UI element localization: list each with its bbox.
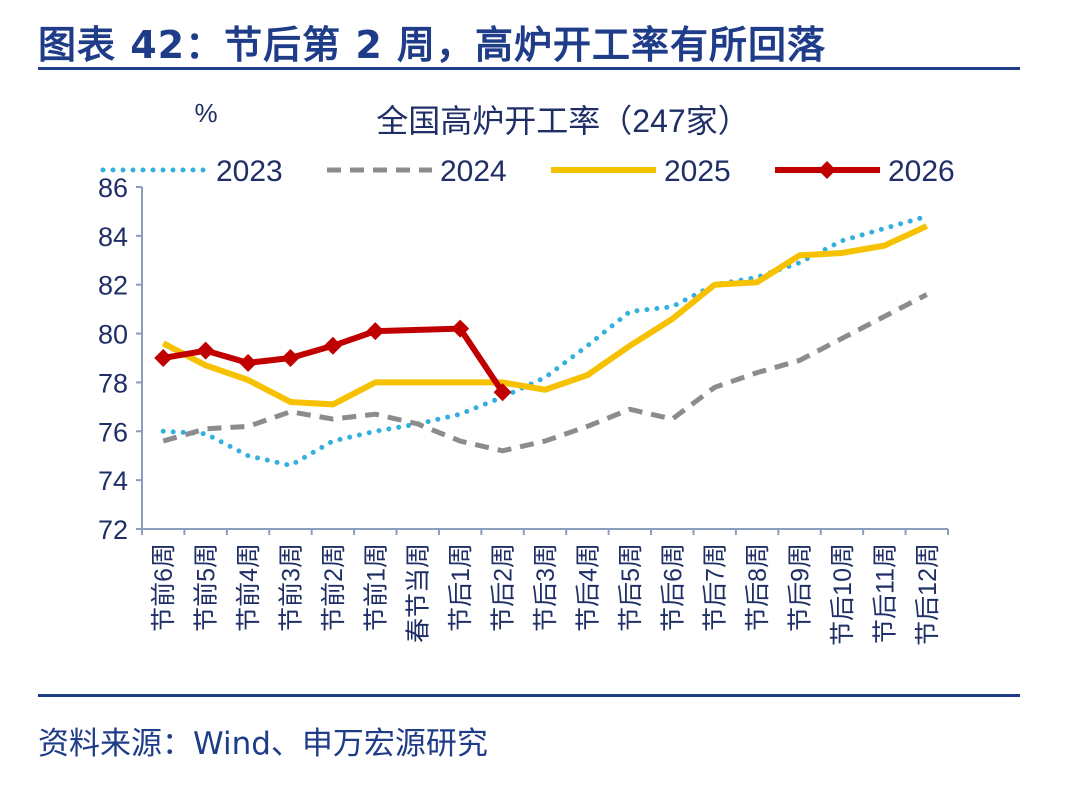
data-point-2026	[323, 336, 342, 355]
data-point-2026	[196, 341, 215, 360]
legend-item-2025: 2025	[551, 155, 731, 188]
title-rule	[38, 67, 1020, 70]
y-tick-label: 86	[98, 173, 128, 203]
y-tick-label: 76	[98, 417, 128, 447]
y-tick-label: 80	[98, 320, 128, 350]
x-tick-label: 节前1周	[362, 543, 390, 632]
data-point-2026	[451, 319, 470, 338]
legend-label: 2026	[888, 155, 955, 188]
x-tick-label: 节后7周	[702, 543, 730, 632]
data-point-2026	[154, 349, 173, 367]
y-tick-label: 78	[98, 368, 128, 398]
chart-title: 全国高炉开工率（247家）	[376, 103, 749, 139]
y-tick-label: 74	[98, 466, 128, 496]
series-line-2025	[161, 223, 929, 408]
axes	[136, 186, 949, 535]
series-2024	[162, 292, 928, 454]
legend-item-2024: 2024	[327, 155, 507, 188]
data-point-2026	[239, 353, 258, 372]
line-chart: 全国高炉开工率（247家） % 2023 2024 2025 2026 7274767…	[98, 98, 955, 646]
data-point-2026	[366, 322, 385, 341]
x-tick-label: 节前5周	[193, 543, 221, 632]
y-tick-label: 72	[98, 515, 128, 545]
x-tick-label: 节后8周	[744, 543, 772, 632]
x-tick-label: 节后5周	[617, 543, 645, 632]
legend-label: 2024	[440, 155, 507, 188]
x-tick-label: 节后11周	[871, 543, 899, 644]
x-tick-label: 节前2周	[320, 543, 348, 632]
y-tick-labels: 72 74 76 78 80 82 84 86	[98, 173, 128, 545]
x-tick-label: 节前3周	[277, 543, 305, 632]
x-tick-label: 春节当周	[405, 543, 433, 643]
series-lines	[154, 213, 930, 468]
y-tick-label: 82	[98, 271, 128, 301]
series-line-2024	[162, 292, 928, 454]
x-tick-label: 节后6周	[659, 543, 687, 632]
series-2026	[154, 319, 512, 402]
legend: 2023 2024 2025 2026	[100, 155, 955, 188]
legend-item-2023: 2023	[100, 155, 283, 188]
figure-title: 图表 42：节后第 2 周，高炉开工率有所回落	[38, 23, 827, 67]
data-point-2026	[281, 349, 300, 367]
y-tick-label: 84	[98, 222, 128, 252]
x-tick-label: 节后12周	[914, 543, 942, 646]
y-axis-unit: %	[194, 98, 217, 128]
x-tick-label: 节前4周	[235, 543, 263, 632]
legend-label: 2025	[664, 155, 731, 188]
legend-label: 2023	[216, 155, 283, 188]
x-tick-label: 节后9周	[787, 543, 815, 632]
x-tick-label: 节后10周	[829, 543, 857, 646]
data-point-2026	[493, 383, 512, 402]
x-tick-label: 节后3周	[532, 543, 560, 632]
series-line-2026	[162, 325, 506, 394]
series-line-2023	[160, 213, 930, 468]
source-note: 资料来源：Wind、申万宏源研究	[38, 726, 488, 762]
legend-item-2026: 2026	[775, 155, 955, 188]
legend-marker	[818, 161, 836, 179]
x-tick-label: 节后2周	[490, 543, 518, 632]
series-2025	[161, 223, 929, 408]
source-rule	[38, 694, 1020, 697]
series-2023	[160, 213, 930, 468]
x-tick-label: 节后4周	[574, 543, 602, 632]
x-tick-labels: 节前6周 节前5周 节前4周 节前3周 节前2周 节前1周 春节当周 节后1周 节后2周 节后3周…	[150, 543, 942, 646]
x-tick-label: 节前6周	[150, 543, 178, 632]
x-tick-label: 节后1周	[447, 543, 475, 632]
